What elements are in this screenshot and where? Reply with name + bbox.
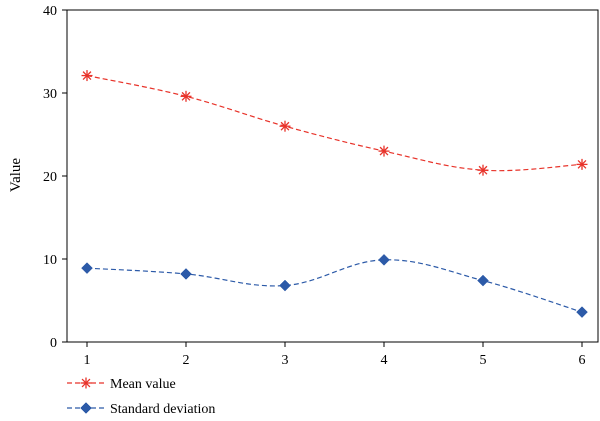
series-standard-deviation bbox=[81, 253, 588, 318]
data-point-marker bbox=[180, 268, 192, 280]
data-point-marker bbox=[477, 164, 489, 176]
data-point-marker bbox=[378, 253, 390, 266]
data-point-marker bbox=[180, 90, 192, 102]
x-tick-label: 1 bbox=[84, 353, 91, 368]
legend: Mean value Standard deviation bbox=[67, 377, 215, 417]
plot-frame bbox=[66, 9, 599, 343]
x-tick-label: 3 bbox=[282, 353, 289, 368]
x-axis-ticks: 1 2 3 4 5 6 bbox=[84, 342, 586, 368]
x-tick-label: 4 bbox=[381, 353, 388, 368]
y-tick-label: 30 bbox=[43, 87, 57, 102]
x-tick-label: 2 bbox=[183, 353, 190, 368]
y-tick-label: 20 bbox=[43, 170, 57, 185]
series-mean-value bbox=[81, 70, 588, 176]
y-tick-label: 0 bbox=[50, 336, 57, 351]
x-tick-label: 5 bbox=[480, 353, 487, 368]
legend-item: Standard deviation bbox=[67, 402, 215, 417]
data-point-marker bbox=[477, 274, 489, 287]
legend-label: Mean value bbox=[110, 377, 176, 392]
legend-swatch-marker bbox=[80, 377, 92, 389]
x-tick-label: 6 bbox=[579, 353, 586, 368]
data-point-marker bbox=[576, 158, 588, 170]
series-line bbox=[86, 259, 583, 313]
series-group bbox=[81, 70, 588, 318]
y-axis-label: Value bbox=[8, 158, 24, 192]
data-point-marker bbox=[81, 262, 93, 274]
data-point-marker bbox=[279, 120, 291, 132]
legend-item: Mean value bbox=[67, 377, 176, 392]
y-tick-label: 10 bbox=[43, 253, 57, 268]
data-point-marker bbox=[279, 279, 291, 292]
data-point-marker bbox=[378, 145, 390, 157]
legend-swatch-marker bbox=[80, 402, 92, 414]
data-point-marker bbox=[576, 306, 588, 318]
y-axis-ticks: 0 10 20 30 40 bbox=[43, 4, 67, 351]
y-tick-label: 40 bbox=[43, 4, 57, 19]
legend-label: Standard deviation bbox=[110, 402, 215, 417]
series-line bbox=[86, 74, 583, 172]
data-point-marker bbox=[81, 70, 93, 82]
plot-area-frame bbox=[66, 9, 599, 343]
